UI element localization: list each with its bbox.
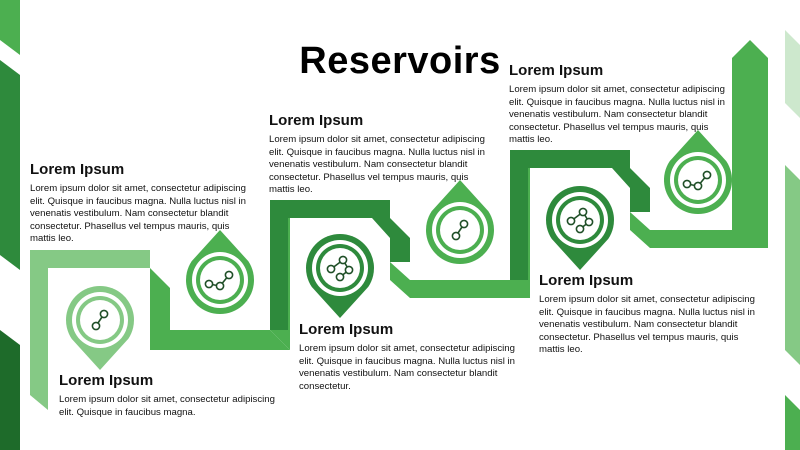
molecule-icon [566,207,594,234]
step-heading: Lorem Ipsum [509,62,604,79]
step-body: Lorem ipsum dolor sit amet, consectetur … [59,394,275,418]
step-text-1: Lorem Ipsum Lorem ipsum dolor sit amet, … [30,161,255,246]
pin-marker-1 [65,286,134,370]
left-edge-decoration [0,0,20,450]
step-body: Lorem ipsum dolor sit amet, consectetur … [539,294,755,356]
molecule-icon [326,255,354,282]
molecule-icon [682,170,712,191]
step-body: Lorem ipsum dolor sit amet, consectetur … [269,134,485,196]
staircase-band [30,40,768,410]
pin-marker-3 [306,233,374,318]
step-text-2: Lorem Ipsum Lorem ipsum dolor sit amet, … [299,321,524,393]
step-body: Lorem ipsum dolor sit amet, consectetur … [299,343,515,392]
pin-marker-5 [546,186,614,270]
pin-marker-4 [426,180,494,265]
molecule-icon [91,309,109,331]
step-text-3: Lorem Ipsum Lorem ipsum dolor sit amet, … [269,112,494,197]
step-body: Lorem ipsum dolor sit amet, consectetur … [30,183,246,245]
step-text-5: Lorem Ipsum Lorem ipsum dolor sit amet, … [509,62,734,147]
pin-markers [65,130,732,370]
step-heading: Lorem Ipsum [269,112,364,129]
step-heading: Lorem Ipsum [59,372,154,389]
page-title: Reservoirs [299,40,501,82]
pin-marker-6 [664,130,732,215]
step-heading: Lorem Ipsum [539,272,634,289]
step-heading: Lorem Ipsum [30,161,125,178]
step-heading: Lorem Ipsum [299,321,394,338]
molecule-icon [451,219,469,241]
pin-marker-2 [186,230,255,314]
step-text-4: Lorem Ipsum Lorem ipsum dolor sit amet, … [539,272,764,357]
molecule-icon [204,270,234,291]
step-body: Lorem ipsum dolor sit amet, consectetur … [509,84,725,146]
right-edge-decoration [785,0,800,450]
step-text-0: Lorem Ipsum Lorem ipsum dolor sit amet, … [59,372,284,419]
